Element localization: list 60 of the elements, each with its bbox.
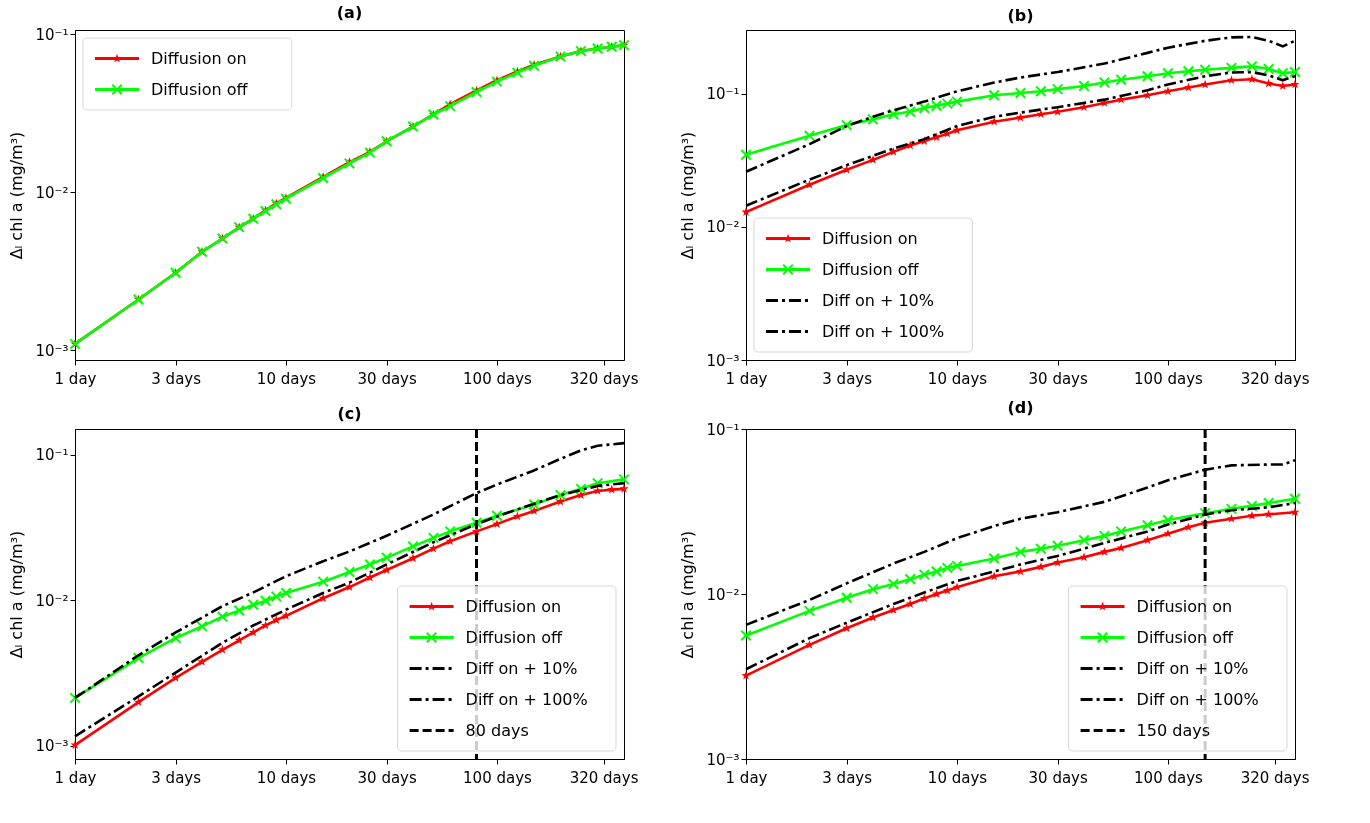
x-tick-label: 100 days bbox=[463, 768, 533, 787]
legend-label: Diffusion off bbox=[465, 627, 564, 647]
x-tick-label: 30 days bbox=[1028, 768, 1088, 787]
x-tick-label: 3 days bbox=[822, 369, 873, 388]
x-tick-label: 1 day bbox=[725, 768, 768, 787]
x-tick-label: 30 days bbox=[357, 369, 417, 388]
legend-label: Diffusion off bbox=[151, 79, 249, 99]
x-tick-label: 320 days bbox=[569, 768, 639, 787]
chart-title: (d) bbox=[1007, 398, 1034, 417]
y-tick-label: 10⁻² bbox=[706, 218, 740, 237]
legend-label: Diffusion on bbox=[151, 48, 247, 68]
y-tick-label: 10⁻¹ bbox=[35, 446, 69, 465]
legend-label: Diffusion off bbox=[1136, 627, 1235, 647]
y-tick-label: 10⁻² bbox=[706, 585, 740, 604]
chart-title: (a) bbox=[336, 3, 363, 22]
y-tick-label: 10⁻¹ bbox=[35, 25, 69, 44]
x-tick-label: 320 days bbox=[1240, 369, 1310, 388]
x-tick-label: 3 days bbox=[151, 768, 202, 787]
y-tick-label: 10⁻³ bbox=[35, 341, 69, 360]
x-tick-label: 30 days bbox=[1028, 369, 1088, 388]
legend-label: Diff on + 10% bbox=[822, 290, 934, 310]
y-tick-label: 10⁻³ bbox=[35, 737, 69, 756]
x-tick-label: 10 days bbox=[256, 369, 317, 388]
x-tick-label: 320 days bbox=[1240, 768, 1310, 787]
y-axis-title: Δₗ chl a (mg/m³) bbox=[678, 530, 698, 659]
chart-title: (c) bbox=[337, 403, 362, 423]
y-axis-title: Δₗ chl a (mg/m³) bbox=[7, 131, 27, 260]
x-tick-label: 1 day bbox=[54, 369, 97, 388]
legend-label: Diff on + 100% bbox=[822, 321, 945, 341]
legend-label: Diffusion on bbox=[1136, 596, 1233, 616]
legend-label: Diff on + 10% bbox=[1136, 658, 1249, 678]
x-tick-label: 10 days bbox=[256, 768, 317, 787]
x-tick-label: 30 days bbox=[357, 768, 417, 787]
x-tick-label: 10 days bbox=[927, 369, 988, 388]
x-tick-label: 100 days bbox=[1134, 369, 1204, 388]
legend-label: Diffusion off bbox=[822, 259, 920, 279]
y-tick-label: 10⁻³ bbox=[706, 351, 740, 370]
legend-label: Diffusion on bbox=[465, 596, 562, 616]
legend-label: Diffusion on bbox=[822, 228, 918, 248]
y-tick-label: 10⁻¹ bbox=[706, 85, 740, 104]
y-axis-title: Δₗ chl a (mg/m³) bbox=[7, 530, 27, 659]
x-tick-label: 3 days bbox=[822, 768, 873, 787]
y-axis-title: Δₗ chl a (mg/m³) bbox=[678, 131, 698, 260]
x-tick-label: 100 days bbox=[463, 369, 533, 388]
ref-line-label: 80 days bbox=[465, 720, 529, 740]
legend-label: Diff on + 10% bbox=[465, 658, 578, 678]
y-tick-label: 10⁻² bbox=[35, 591, 69, 610]
legend-label: Diff on + 100% bbox=[465, 689, 588, 709]
x-tick-label: 3 days bbox=[151, 369, 202, 388]
ref-line-label: 150 days bbox=[1136, 720, 1210, 740]
x-tick-label: 1 day bbox=[54, 768, 97, 787]
x-tick-label: 1 day bbox=[725, 369, 768, 388]
y-tick-label: 10⁻² bbox=[35, 183, 69, 202]
legend-label: Diff on + 100% bbox=[1136, 689, 1259, 709]
y-tick-label: 10⁻¹ bbox=[706, 420, 740, 439]
y-tick-label: 10⁻³ bbox=[706, 750, 740, 769]
x-tick-label: 320 days bbox=[569, 369, 639, 388]
x-tick-label: 100 days bbox=[1134, 768, 1204, 787]
chart-title: (b) bbox=[1007, 6, 1034, 25]
x-tick-label: 10 days bbox=[927, 768, 988, 787]
